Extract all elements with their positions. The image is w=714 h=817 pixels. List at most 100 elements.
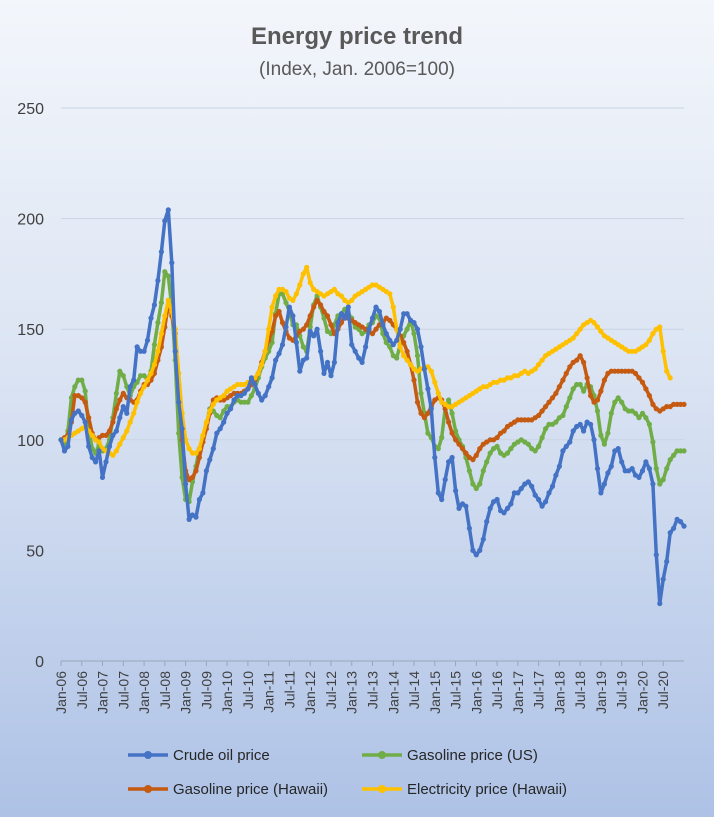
data-point: [619, 459, 625, 465]
data-point: [667, 375, 673, 381]
data-point: [196, 446, 202, 452]
data-point: [79, 412, 85, 419]
data-point: [342, 315, 348, 321]
data-point: [82, 399, 88, 405]
data-point: [387, 317, 393, 323]
data-point: [608, 463, 614, 469]
data-point: [124, 410, 130, 416]
data-point: [58, 437, 64, 443]
data-point: [86, 443, 92, 449]
data-point: [283, 289, 289, 295]
data-point: [632, 370, 639, 376]
data-point: [546, 490, 552, 496]
data-point: [165, 297, 171, 303]
data-point: [106, 443, 113, 449]
data-point: [463, 450, 469, 456]
data-point: [155, 277, 161, 284]
data-point: [324, 313, 331, 319]
data-point: [594, 324, 601, 330]
data-point: [217, 426, 223, 432]
x-tick-label: Jul-15: [448, 671, 464, 709]
data-point: [414, 399, 421, 405]
data-point: [494, 496, 500, 503]
data-point: [200, 432, 206, 438]
data-point: [553, 472, 559, 478]
data-point: [311, 304, 317, 310]
series-line: [60, 298, 684, 482]
data-point: [425, 386, 431, 392]
data-point: [518, 485, 524, 492]
data-point: [210, 446, 216, 452]
data-point: [82, 388, 88, 394]
data-point: [144, 337, 151, 343]
data-point: [279, 320, 286, 326]
data-point: [525, 479, 531, 485]
data-point: [369, 331, 376, 337]
data-point: [273, 357, 279, 363]
data-point: [113, 428, 119, 434]
data-point: [286, 304, 292, 310]
series-lines: [58, 207, 687, 607]
legend-label: Gasoline price (Hawaii): [173, 781, 328, 798]
data-point: [588, 421, 594, 427]
series-line: [59, 208, 686, 606]
data-point: [428, 368, 434, 374]
data-point: [279, 342, 286, 348]
data-point: [120, 404, 126, 410]
data-point: [248, 393, 254, 399]
data-point: [480, 468, 486, 474]
data-point: [266, 326, 272, 332]
data-point: [504, 450, 511, 456]
data-point: [612, 399, 618, 405]
data-point: [321, 308, 327, 315]
legend-swatch-marker: [144, 751, 152, 759]
x-tick-label: Jul-14: [406, 671, 422, 709]
data-point: [435, 390, 441, 396]
data-point: [397, 326, 403, 332]
data-point: [411, 377, 417, 383]
data-point: [543, 404, 549, 410]
data-point: [650, 439, 656, 445]
data-point: [671, 525, 677, 531]
data-point: [608, 410, 614, 416]
data-point: [453, 437, 459, 443]
x-tick-label: Jan-19: [593, 671, 609, 714]
data-point: [373, 326, 379, 332]
data-point: [456, 441, 462, 447]
data-point: [373, 304, 379, 310]
data-point: [72, 384, 78, 390]
data-point: [96, 439, 102, 445]
data-point: [338, 311, 344, 317]
data-point: [158, 249, 164, 255]
data-point: [401, 353, 407, 359]
data-point: [394, 355, 400, 361]
data-point: [501, 510, 507, 516]
data-point: [459, 446, 466, 452]
data-point: [411, 320, 417, 326]
data-point: [643, 459, 649, 465]
data-point: [442, 477, 448, 483]
data-point: [504, 505, 511, 511]
data-point: [532, 492, 538, 498]
data-point: [456, 505, 462, 511]
data-point: [245, 386, 251, 392]
data-point: [141, 384, 147, 390]
data-point: [134, 344, 140, 350]
data-point: [151, 302, 157, 308]
data-point: [563, 370, 569, 376]
x-tick-label: Jan-08: [136, 671, 152, 714]
data-point: [179, 426, 185, 432]
data-point: [349, 297, 355, 303]
data-point: [259, 397, 265, 403]
data-point: [356, 355, 362, 361]
legend-label: Crude oil price: [173, 747, 270, 764]
data-point: [376, 308, 382, 315]
data-point: [470, 547, 476, 554]
data-point: [134, 399, 140, 405]
data-point: [217, 415, 223, 421]
data-point: [636, 415, 642, 421]
y-tick-label: 200: [17, 212, 44, 229]
data-point: [667, 457, 673, 463]
data-point: [567, 364, 573, 370]
